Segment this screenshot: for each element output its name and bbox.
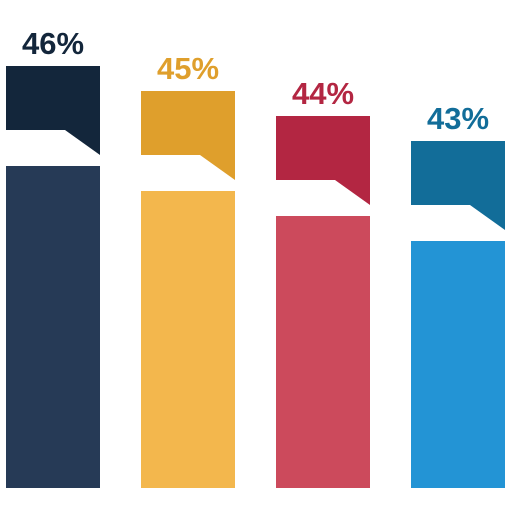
bar-3: [276, 216, 370, 488]
bar-4-value-label: 43%: [427, 101, 489, 136]
bar-4: [411, 241, 505, 488]
bar-1-callout-tab: [6, 66, 100, 155]
bar-1: [6, 166, 100, 488]
bar-2: [141, 191, 235, 488]
bar-3-callout-tab: [276, 116, 370, 205]
bar-1-value-label: 46%: [22, 26, 84, 61]
bar-2-callout-tab: [141, 91, 235, 180]
bar-4-callout-tab: [411, 141, 505, 230]
bar-3-value-label: 44%: [292, 76, 354, 111]
bar-2-value-label: 45%: [157, 51, 219, 86]
